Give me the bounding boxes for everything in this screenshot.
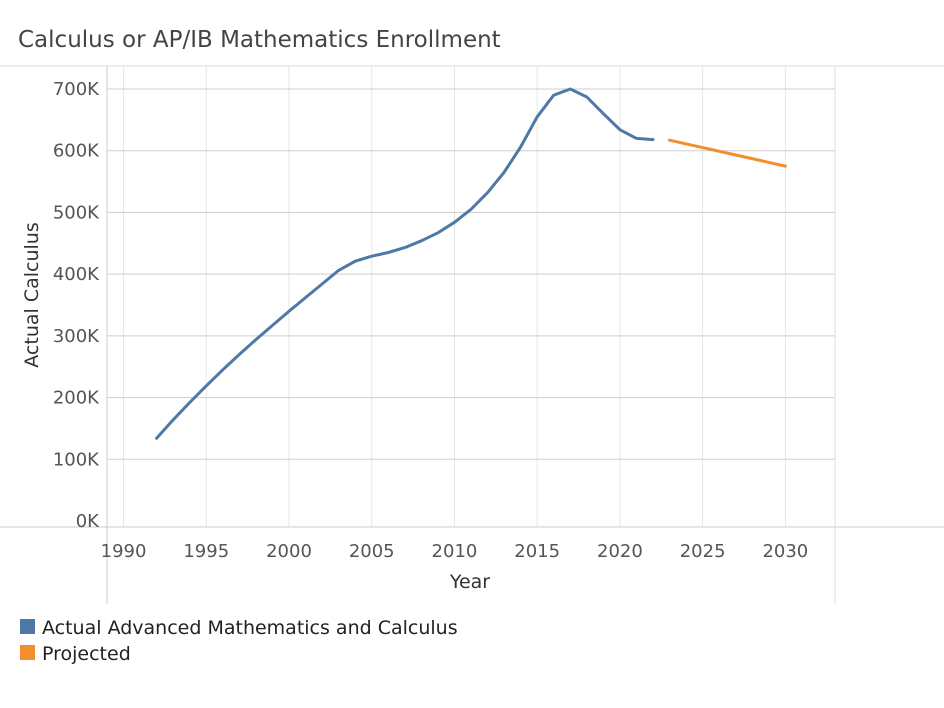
chart-title: Calculus or AP/IB Mathematics Enrollment [18,27,501,53]
x-axis-title: Year [449,571,490,593]
y-tick-label: 100K [53,449,100,470]
y-axis-ticks: 0K 100K 200K 300K 400K 500K 600K 700K [53,79,100,532]
legend-label: Projected [42,643,131,665]
y-tick-label: 600K [53,141,100,162]
y-tick-label: 200K [53,388,100,409]
y-tick-label: 300K [53,326,100,347]
x-tick-label: 1990 [101,541,147,562]
x-tick-label: 2010 [432,541,478,562]
x-axis-ticks: 1990 1995 2000 2005 2010 2015 2020 2025 2030 [101,541,809,562]
y-tick-label: 400K [53,264,100,285]
legend-label: Actual Advanced Mathematics and Calculus [42,617,458,639]
x-tick-label: 2015 [514,541,560,562]
series-lines [155,87,787,440]
y-tick-label: 700K [53,79,100,100]
plot-frame [0,65,944,604]
legend-swatch [20,645,35,660]
series-line-actual [155,87,655,440]
series-line-projected [668,138,787,168]
y-tick-label: 0K [76,511,100,532]
legend: Actual Advanced Mathematics and Calculus… [20,617,458,665]
x-tick-label: 2000 [266,541,312,562]
y-axis-title: Actual Calculus [21,222,43,367]
x-tick-label: 2020 [597,541,643,562]
x-tick-label: 2005 [349,541,395,562]
x-tick-label: 1995 [183,541,229,562]
x-tick-label: 2030 [762,541,808,562]
x-tick-label: 2025 [680,541,726,562]
y-tick-label: 500K [53,202,100,223]
gridlines [107,66,835,527]
legend-swatch [20,619,35,634]
